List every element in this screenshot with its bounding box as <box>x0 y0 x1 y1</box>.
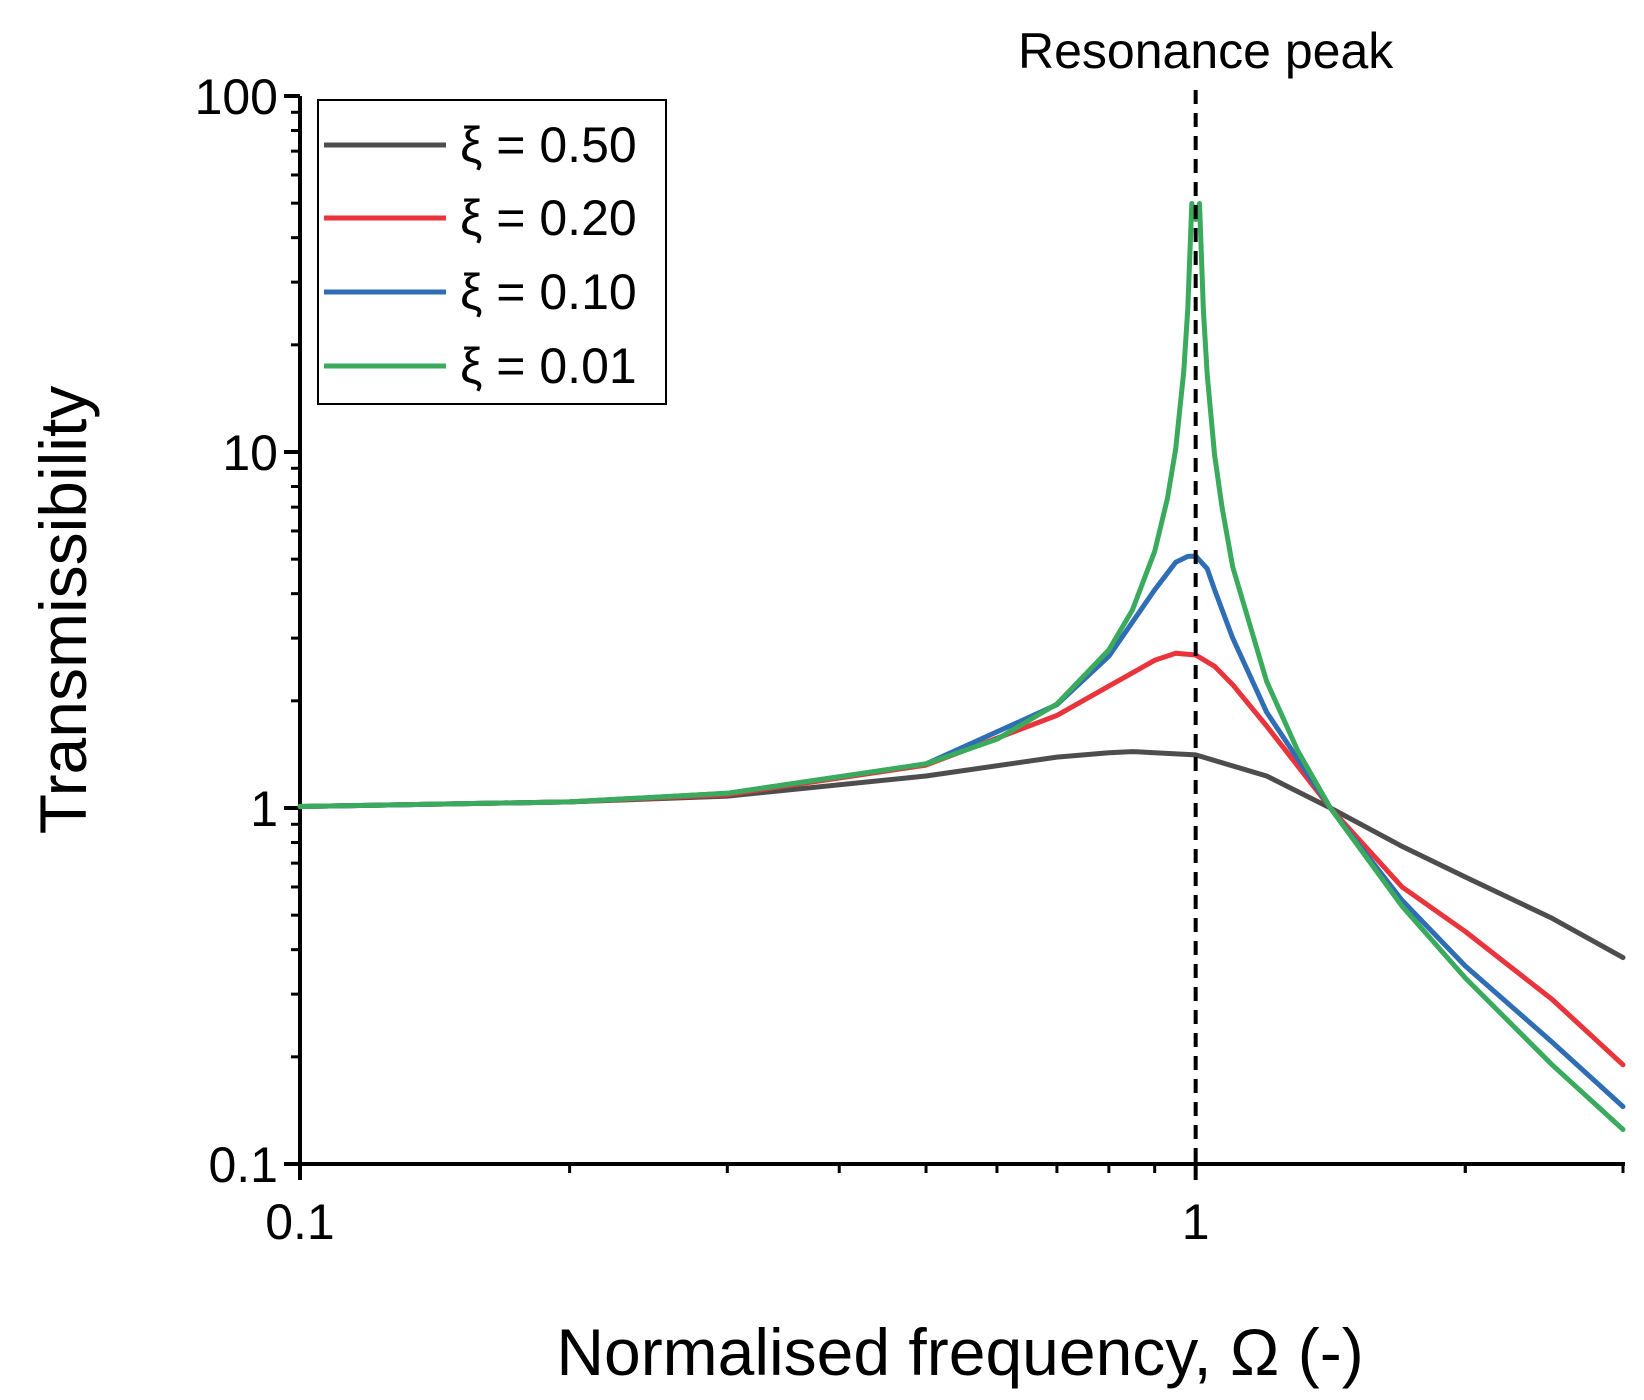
legend-label: ξ = 0.50 <box>460 117 637 173</box>
legend: ξ = 0.50 ξ = 0.20 ξ = 0.10 ξ = 0.01 <box>317 99 667 405</box>
x-tick-label: 1 <box>1182 1194 1210 1250</box>
axis-ticks <box>284 94 1625 1180</box>
y-tick-label: 0.1 <box>208 1137 278 1193</box>
x-axis-title: Normalised frequency, Ω (-) <box>556 1315 1363 1389</box>
legend-label: ξ = 0.20 <box>460 190 637 246</box>
resonance-peak-label: Resonance peak <box>1018 23 1394 79</box>
legend-label: ξ = 0.10 <box>460 264 637 320</box>
series-line-0 <box>297 749 1626 961</box>
y-tick-label: 100 <box>195 69 278 125</box>
series-line-3 <box>297 201 1626 1132</box>
y-tick-label: 10 <box>222 425 278 481</box>
y-axis-title: Transmissibility <box>26 386 100 835</box>
x-tick-label: 0.1 <box>265 1194 335 1250</box>
y-tick-label: 1 <box>250 781 278 837</box>
legend-box <box>317 99 667 405</box>
plot-area <box>284 90 1626 1180</box>
legend-label: ξ = 0.01 <box>460 338 637 394</box>
series-line-2 <box>297 553 1626 1110</box>
